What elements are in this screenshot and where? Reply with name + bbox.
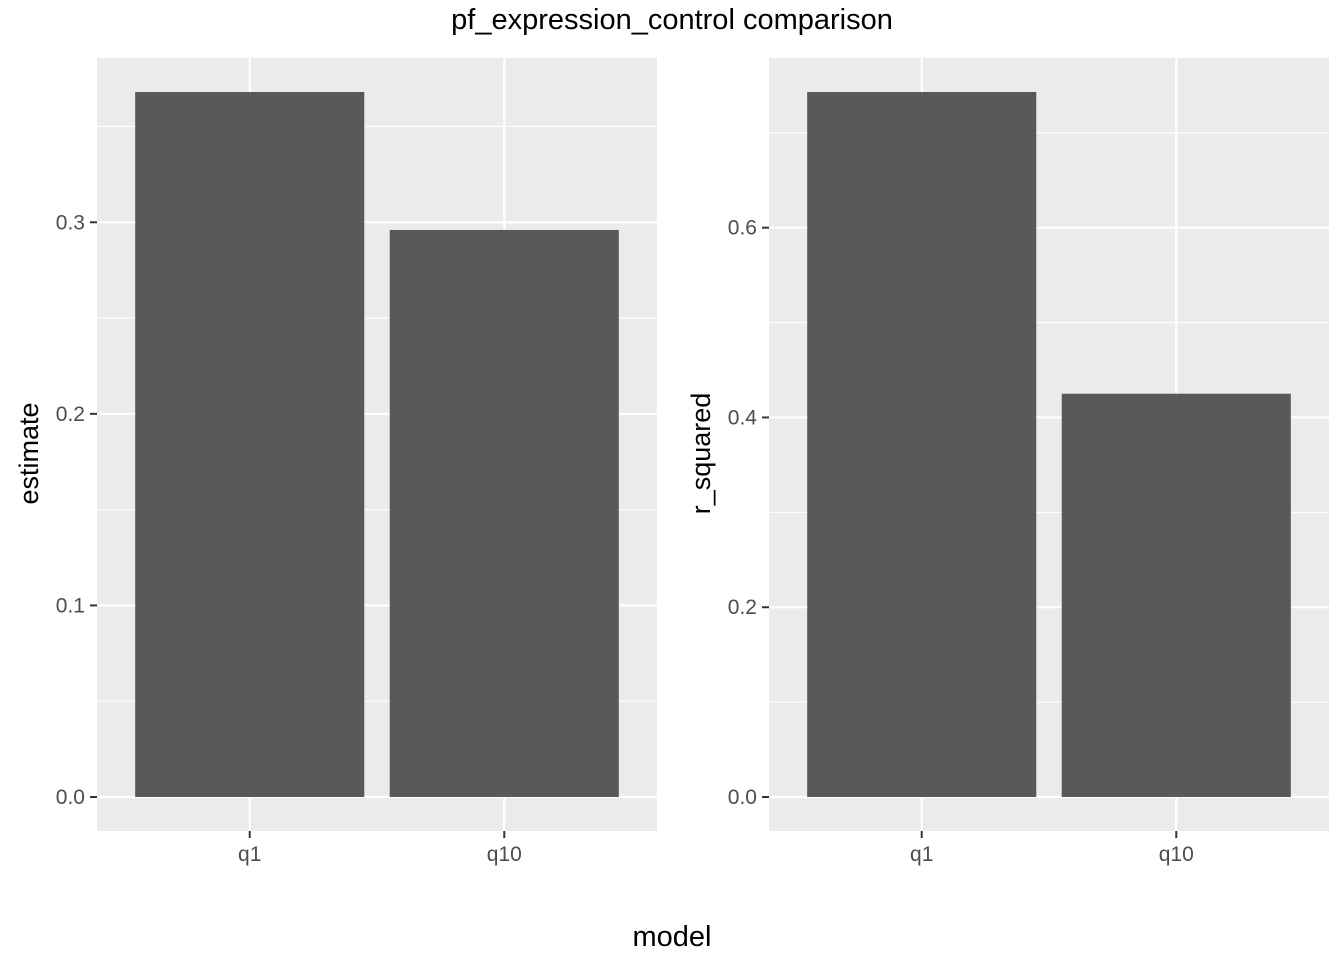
panel-2-y-tick-label: 0.2 [728, 596, 757, 619]
panel-1-y-tick-label: 0.3 [56, 211, 85, 234]
panel-1-x-tick-label: q1 [238, 843, 261, 866]
panel-2-bar-q1 [807, 92, 1037, 797]
panel-1-bar-q1 [135, 92, 365, 797]
panel-1-bar-q10 [389, 229, 619, 797]
chart-title: pf_expression_control comparison [451, 4, 893, 36]
panel-2-y-tick-label: 0.4 [728, 406, 758, 429]
x-axis-title: model [632, 921, 712, 953]
panel-1-y-tick-label: 0.2 [56, 403, 85, 426]
panel-1-y-tick-label: 0.1 [56, 594, 85, 617]
panel-2-bar-q10 [1061, 393, 1291, 797]
panel-2-y-tick-label: 0.6 [728, 217, 757, 240]
panel-2-y-tick-label: 0.0 [728, 786, 757, 809]
panel-2-x-tick-label: q10 [1159, 843, 1194, 866]
panel-2-x-tick-label: q1 [910, 843, 933, 866]
panel-1-x-tick-label: q10 [487, 843, 522, 866]
panel-1-y-axis-title: estimate [14, 402, 44, 504]
panel-2-y-axis-title: r_squared [686, 393, 716, 515]
panel-1-y-tick-label: 0.0 [56, 786, 85, 809]
